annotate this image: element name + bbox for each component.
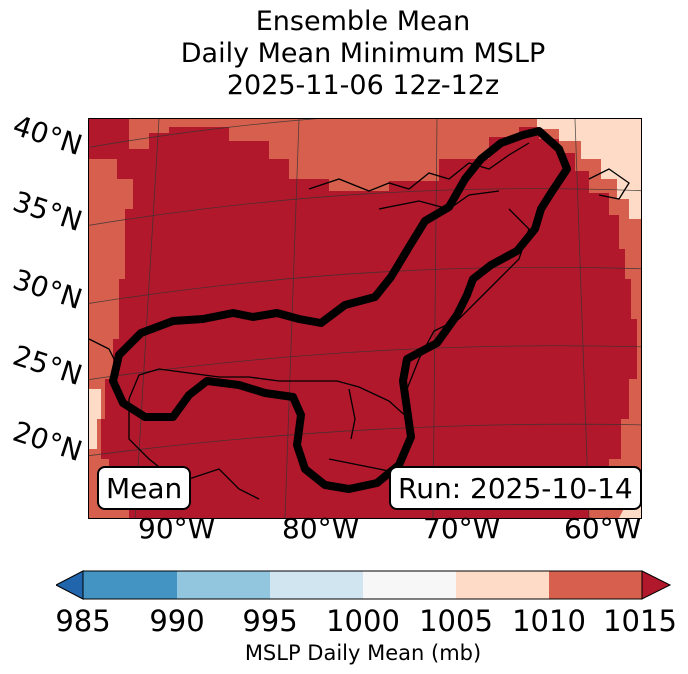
mslp-contour xyxy=(109,127,571,493)
map-panel xyxy=(88,118,642,519)
chart-title-line-2: Daily Mean Minimum MSLP xyxy=(180,38,546,69)
mean-label-box: Mean xyxy=(97,466,192,510)
pressure-fill-weak-ne xyxy=(521,119,641,219)
run-label-box: Run: 2025-10-14 xyxy=(389,466,642,510)
map-svg xyxy=(89,119,641,518)
lat-label-25: 25°N xyxy=(8,338,87,393)
lat-label-40: 40°N xyxy=(8,108,87,163)
colorbar-tick-1005: 1005 xyxy=(419,604,493,638)
lon-label-90w: 90°W xyxy=(138,512,216,545)
colorbar-tick-1010: 1010 xyxy=(512,604,586,638)
lon-label-60w: 60°W xyxy=(564,512,642,545)
lon-label-80w: 80°W xyxy=(282,512,360,545)
colorbar-tick-985: 985 xyxy=(55,604,111,638)
colorbar-over-arrow xyxy=(641,570,672,600)
lon-label-70w: 70°W xyxy=(423,512,501,545)
pressure-fill-weak-sw xyxy=(89,389,101,449)
colorbar-segment-990-995 xyxy=(177,571,270,599)
colorbar-segment-985-990 xyxy=(83,571,177,599)
colorbar-tick-990: 990 xyxy=(149,604,205,638)
colorbar-outline xyxy=(82,570,643,600)
colorbar-segment-995-1000 xyxy=(270,571,363,599)
chart-title-line-1: Ensemble Mean xyxy=(255,6,471,37)
pressure-fill-strong-low xyxy=(89,119,637,518)
lat-label-30: 30°N xyxy=(8,262,87,317)
lat-label-35: 35°N xyxy=(8,184,87,239)
colorbar-under-arrow xyxy=(54,570,84,600)
colorbar-label: MSLP Daily Mean (mb) xyxy=(244,641,482,665)
colorbar-segment-1000-1005 xyxy=(363,571,456,599)
colorbar-tick-1015: 1015 xyxy=(603,604,677,638)
lat-label-20: 20°N xyxy=(8,414,87,469)
colorbar-tick-995: 995 xyxy=(242,604,298,638)
colorbar-segment-1005-1010 xyxy=(456,571,549,599)
colorbar-tick-1000: 1000 xyxy=(326,604,400,638)
colorbar-segment-1010-1015 xyxy=(549,571,642,599)
chart-title-line-3: 2025-11-06 12z-12z xyxy=(226,70,500,101)
colorbar xyxy=(54,570,672,606)
colorbar-svg xyxy=(54,570,672,600)
